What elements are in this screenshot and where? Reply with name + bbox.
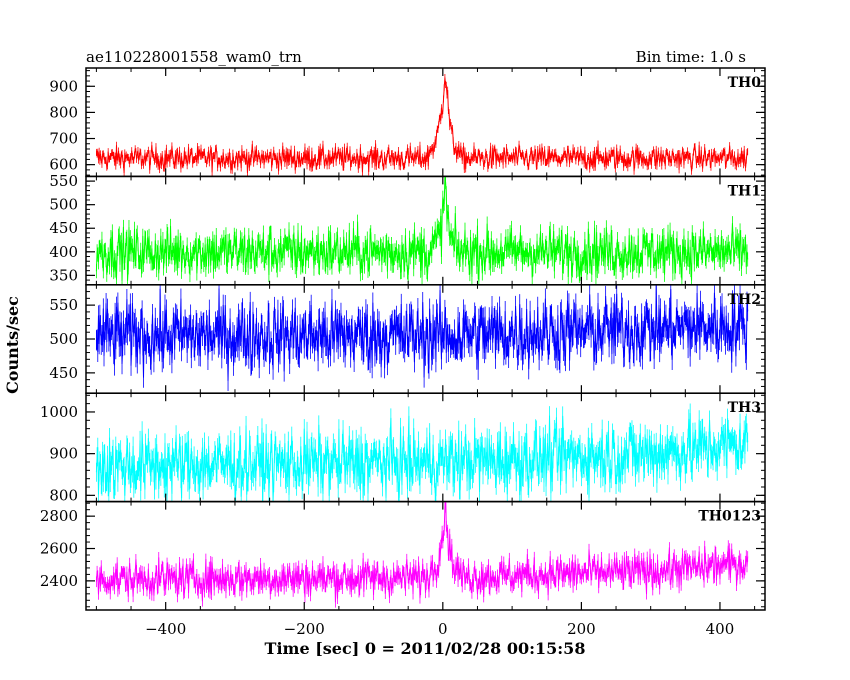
series-line-th3	[95, 413, 749, 502]
y-tick-label-th0: 800	[49, 103, 78, 121]
y-tick-label-th1: 400	[49, 243, 78, 261]
panel-th0123: 2400 2600 2800 TH0123	[40, 500, 766, 611]
y-tick-label-th2: 450	[49, 364, 78, 382]
panel-label-th3: TH3	[728, 400, 761, 416]
series-line-th0	[95, 77, 749, 174]
x-axis-label: Time [sec] 0 = 2011/02/28 00:15:58	[265, 639, 586, 658]
error-bars-th0123	[95, 502, 749, 608]
x-tick-label: 0	[438, 620, 448, 638]
bin-time-label: Bin time: 1.0 s	[636, 48, 746, 66]
y-tick-label-th0123: 2400	[40, 572, 78, 590]
y-tick-label-th3: 1000	[40, 403, 78, 421]
panel-label-th2: TH2	[728, 292, 761, 308]
y-tick-label-th1: 350	[49, 266, 78, 284]
y-tick-label-th2: 500	[49, 330, 78, 348]
panel-th2: 450 500 550 TH2	[49, 284, 766, 394]
x-tick-label: −200	[284, 620, 325, 638]
y-tick-label-th0: 600	[49, 156, 78, 174]
panel-label-th0123: TH0123	[698, 509, 761, 525]
panel-th3: 800 900 1000 TH3	[40, 392, 766, 504]
y-tick-label-th1: 550	[49, 172, 78, 190]
y-tick-label-th3: 900	[49, 445, 78, 463]
x-tick-label: 200	[567, 620, 596, 638]
y-tick-label-th3: 800	[49, 486, 78, 504]
object-name-title: ae110228001558_wam0_trn	[86, 48, 302, 66]
panel-label-th0: TH0	[728, 75, 762, 91]
y-tick-label-th2: 550	[49, 296, 78, 314]
y-tick-label-th0123: 2600	[40, 540, 78, 558]
panel-label-th1: TH1	[728, 183, 761, 199]
series-line-th2	[96, 284, 749, 381]
panel-frame-th0123	[85, 500, 766, 611]
panel-stack: 600 700 800 900 TH0 350 400 450 500 550 TH1 450 500 5…	[40, 67, 766, 611]
y-tick-label-th0123: 2800	[40, 507, 78, 525]
y-axis-label: Counts/sec	[3, 296, 22, 394]
y-tick-label-th0: 700	[49, 130, 78, 148]
y-tick-label-th0: 900	[49, 77, 78, 95]
x-tick-label: −400	[145, 620, 186, 638]
x-tick-label: 400	[706, 620, 735, 638]
y-tick-label-th1: 500	[49, 196, 78, 214]
series-line-th1	[95, 177, 749, 282]
x-axis: −400 −200 0 200 400	[145, 620, 734, 638]
panel-th1: 350 400 450 500 550 TH1	[49, 172, 766, 286]
panel-th0: 600 700 800 900 TH0	[49, 67, 766, 178]
series-line-th0123	[95, 501, 749, 603]
y-tick-label-th1: 450	[49, 219, 78, 237]
